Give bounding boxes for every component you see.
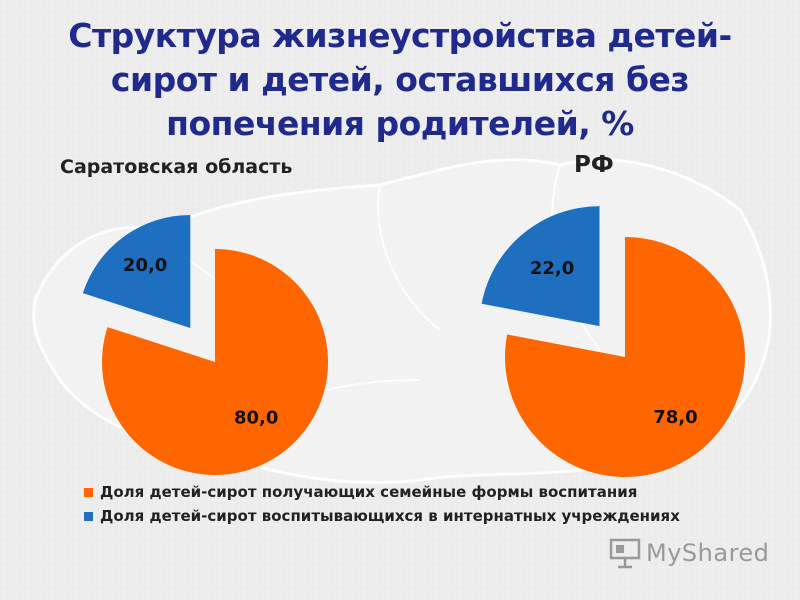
data-label-saratov-family: 80,0 (234, 408, 278, 429)
chart-title-saratov: Саратовская область (60, 156, 293, 178)
chart-title-rf: РФ (574, 152, 614, 178)
legend-swatch-orange (84, 487, 93, 497)
data-label-rf-family: 78,0 (653, 407, 697, 428)
legend: Доля детей-сирот получающих семейные фор… (84, 480, 680, 528)
data-label-saratov-institutions: 20,0 (123, 255, 167, 276)
watermark-text: MyShared (646, 539, 770, 567)
legend-label-institutions: Доля детей-сирот воспитывающихся в интер… (100, 507, 680, 525)
page-title: Структура жизнеустройства детей- сирот и… (40, 14, 760, 146)
legend-label-family: Доля детей-сирот получающих семейные фор… (100, 483, 638, 501)
presentation-board-icon (609, 538, 641, 569)
pie-slice-rf-family (505, 237, 746, 478)
pie-slice-saratov-institutions (82, 215, 191, 329)
legend-swatch-blue (84, 511, 93, 521)
title-line-3: попечения родителей, % (166, 104, 634, 143)
legend-item-family: Доля детей-сирот получающих семейные фор… (84, 480, 680, 504)
pie-slice-rf-institutions (481, 206, 600, 327)
title-line-1: Структура жизнеустройства детей- (68, 16, 732, 55)
legend-item-institutions: Доля детей-сирот воспитывающихся в интер… (84, 504, 680, 528)
pie-slice-saratov-family (102, 249, 328, 475)
data-label-rf-institutions: 22,0 (530, 258, 574, 279)
watermark: MyShared (608, 536, 769, 570)
title-line-2: сирот и детей, оставшихся без (110, 60, 690, 99)
